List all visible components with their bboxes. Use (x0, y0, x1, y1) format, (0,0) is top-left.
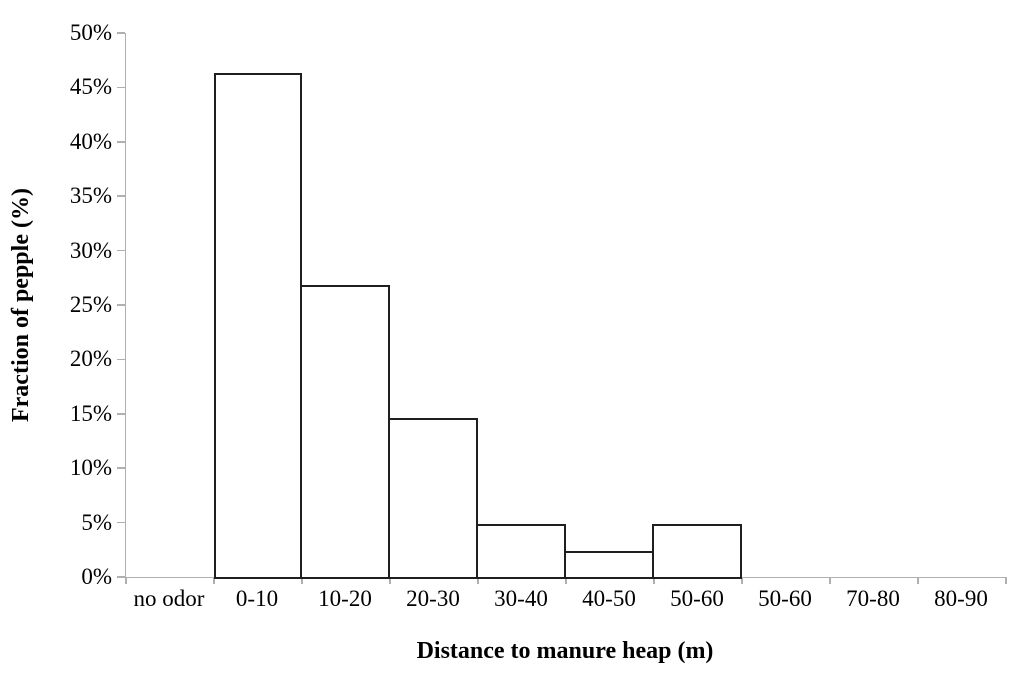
x-axis-title: Distance to manure heap (m) (416, 638, 714, 664)
y-tick-mark (116, 304, 125, 306)
y-tick-label: 15% (69, 400, 112, 426)
y-tick-label: 0% (81, 564, 112, 589)
x-tick-label: 10-20 (318, 586, 372, 611)
x-tick-mark (301, 577, 303, 584)
x-tick-label: 80-90 (934, 586, 988, 611)
plot-area (116, 32, 1007, 584)
y-tick-mark (116, 86, 125, 89)
y-tick-label: 40% (69, 128, 112, 154)
x-tick-label: 30-40 (494, 586, 548, 611)
y-axis-tick-labels: 0% 5% 10% 15% 20% 25% 30% 35% 40% 45% 50% (0, 20, 112, 589)
x-tick-label: 0-10 (235, 586, 279, 611)
x-tick-mark (1005, 577, 1007, 584)
y-tick-mark (116, 32, 125, 34)
y-tick-label: 35% (69, 183, 112, 209)
y-tick-label: 30% (69, 237, 112, 263)
y-tick-label: 20% (69, 346, 112, 372)
x-tick-label: no odor (133, 586, 205, 611)
bar-50-60 (652, 523, 742, 579)
x-tick-mark (653, 577, 655, 584)
x-tick-label: 20-30 (406, 586, 460, 611)
y-tick-mark (116, 141, 125, 143)
y-tick-mark (116, 413, 125, 415)
x-tick-mark (213, 577, 215, 584)
x-tick-mark (741, 577, 743, 584)
x-tick-mark (565, 577, 567, 584)
x-tick-mark (477, 577, 479, 584)
y-tick-mark (116, 467, 125, 469)
x-tick-mark (389, 577, 391, 584)
bar-20-30 (388, 418, 478, 579)
bar-0-10 (214, 73, 302, 579)
bar-30-40 (476, 523, 566, 579)
y-tick-label: 25% (69, 292, 112, 317)
y-tick-label: 50% (69, 20, 112, 45)
x-tick-mark (917, 577, 919, 584)
y-tick-mark (116, 249, 125, 252)
y-tick-mark (116, 521, 125, 524)
y-tick-mark (116, 195, 125, 197)
y-tick-mark (116, 576, 125, 578)
x-tick-label: 50-60 (670, 586, 724, 611)
x-tick-label: 50-60 (758, 586, 812, 611)
bar-10-20 (300, 285, 390, 579)
y-tick-label: 10% (69, 455, 112, 481)
bar-40-50 (564, 550, 654, 579)
x-tick-label: 40-50 (582, 586, 636, 611)
y-tick-mark (116, 358, 125, 361)
x-tick-label: 70-80 (846, 586, 900, 611)
x-tick-mark (125, 577, 127, 584)
x-tick-mark (829, 577, 831, 584)
y-tick-label: 45% (69, 74, 112, 100)
y-tick-label: 5% (81, 509, 112, 535)
x-axis-tick-labels: no odor 0-10 10-20 20-30 30-40 40-50 50-60 50-6… (125, 586, 1005, 616)
